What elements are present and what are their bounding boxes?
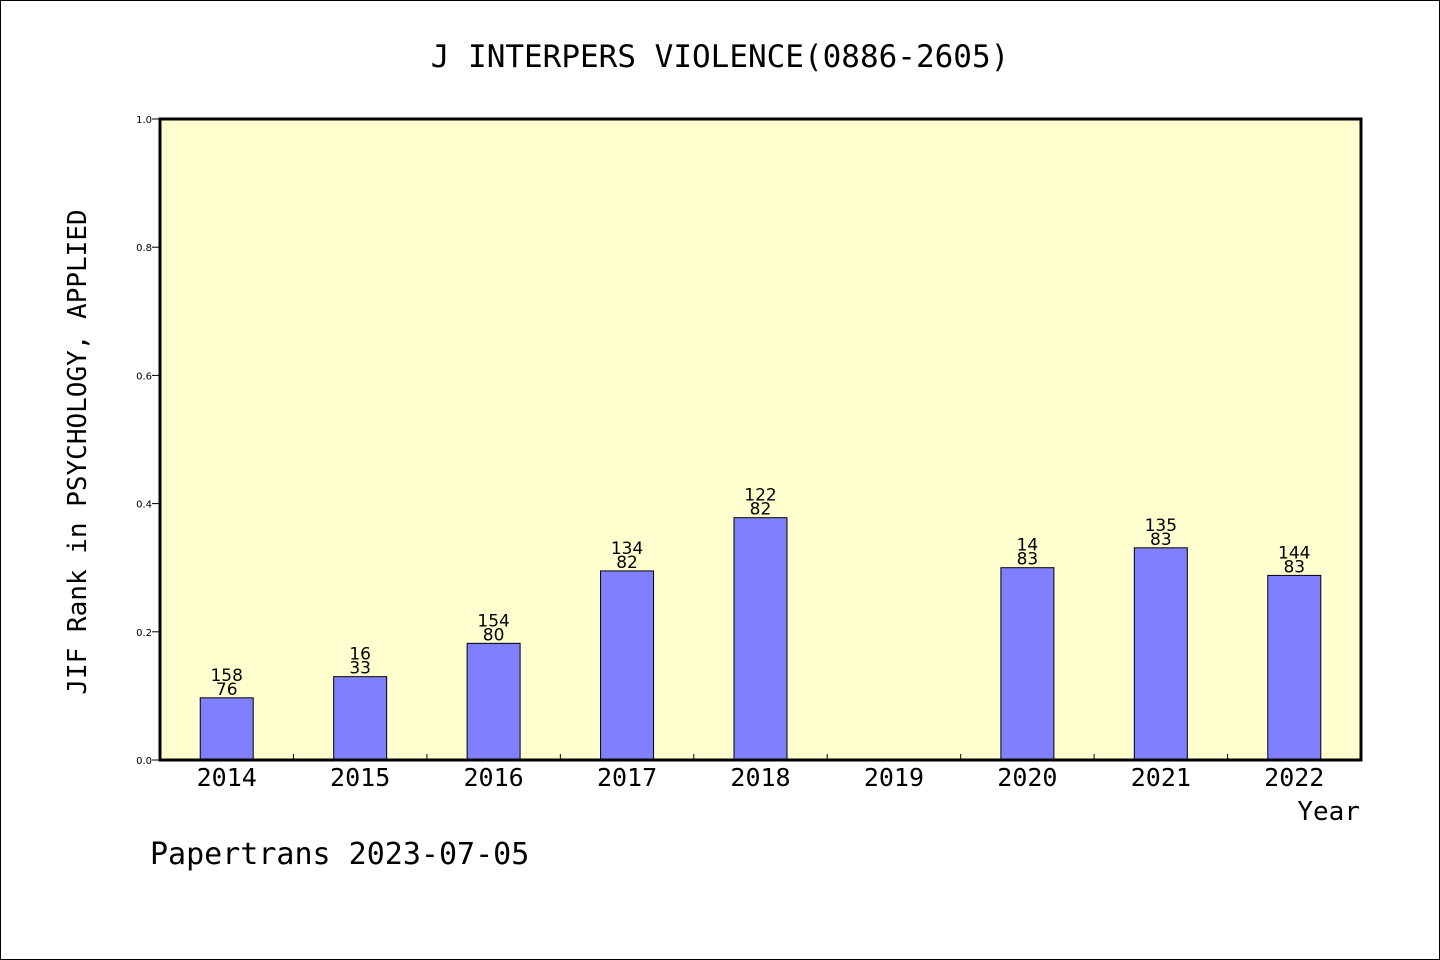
bar xyxy=(466,642,521,761)
bar-label-top: 154 xyxy=(477,611,509,631)
x-tick-label: 2014 xyxy=(197,763,257,792)
y-tick-label: 0.0 xyxy=(136,756,152,767)
bar-label-top: 135 xyxy=(1145,516,1177,536)
y-tick-label: 0.8 xyxy=(136,243,152,254)
plot-border xyxy=(158,117,1363,762)
bar xyxy=(733,517,788,761)
footer-text: Papertrans 2023-07-05 xyxy=(150,837,529,872)
bar-label-top: 14 xyxy=(1017,536,1039,556)
bar xyxy=(1267,574,1322,761)
x-axis-label: Year xyxy=(1297,797,1360,827)
bar-label-bottom: 82 xyxy=(616,553,638,573)
bar-label-bottom: 80 xyxy=(483,625,505,645)
x-tick-label: 2020 xyxy=(997,763,1057,792)
bar-label-top: 122 xyxy=(744,486,776,506)
bar xyxy=(199,697,254,761)
x-tick-label: 2015 xyxy=(330,763,390,792)
bar xyxy=(1133,547,1188,761)
bar-label-top: 134 xyxy=(611,539,643,559)
x-tick-label: 2017 xyxy=(597,763,657,792)
y-tick-label: 0.6 xyxy=(136,371,152,382)
bar-label-bottom: 83 xyxy=(1017,550,1039,570)
bar-label-bottom: 83 xyxy=(1283,557,1305,577)
y-tick-label: 1.0 xyxy=(136,115,152,126)
bar-label-bottom: 33 xyxy=(349,659,371,679)
y-axis-label: JIF Rank in PSYCHOLOGY, APPLIED xyxy=(63,209,93,694)
x-tick-label: 2016 xyxy=(464,763,524,792)
bar-label-top: 144 xyxy=(1278,543,1310,563)
x-tick-label: 2022 xyxy=(1264,763,1324,792)
chart-title: J INTERPERS VIOLENCE(0886-2605) xyxy=(431,39,1010,75)
bar-label-bottom: 82 xyxy=(750,500,772,520)
bar-label-top: 16 xyxy=(349,645,371,665)
bar xyxy=(600,570,655,761)
x-tick-label: 2021 xyxy=(1131,763,1191,792)
y-tick-label: 0.2 xyxy=(136,628,152,639)
bar xyxy=(1000,567,1055,761)
x-tick-label: 2018 xyxy=(730,763,790,792)
bar-label-bottom: 83 xyxy=(1150,530,1172,550)
bar-label-top: 158 xyxy=(210,666,242,686)
bar-label-bottom: 76 xyxy=(216,680,238,700)
y-tick-label: 0.4 xyxy=(136,500,152,511)
x-tick-label: 2019 xyxy=(864,763,924,792)
bar xyxy=(333,676,388,761)
